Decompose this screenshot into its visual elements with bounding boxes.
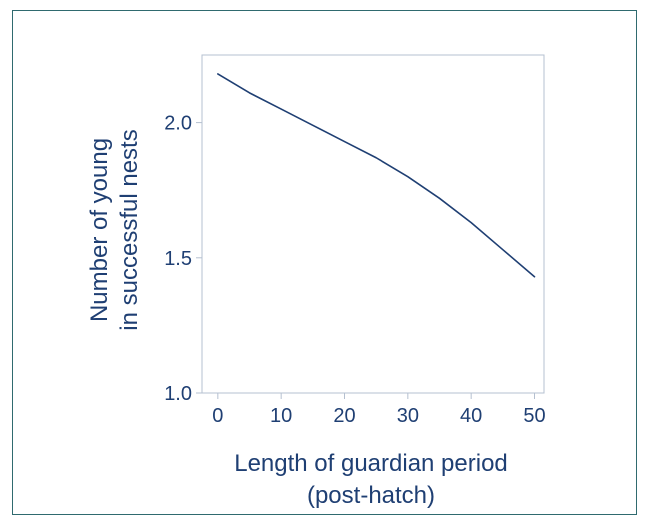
y-tick-label: 1.5: [164, 248, 192, 270]
x-tick-label: 0: [212, 405, 223, 427]
x-axis-label-line-1: Length of guardian period: [234, 450, 508, 477]
y-axis-label-line-1: Number of young: [86, 138, 113, 322]
x-axis-label-line-2: (post-hatch): [307, 482, 435, 509]
y-tick-label: 1.0: [164, 383, 192, 405]
x-tick-label: 20: [333, 405, 355, 427]
x-axis-ticks: 0 10 20 30 40 50: [212, 393, 546, 427]
plot-area: [201, 54, 545, 394]
x-tick-label: 50: [523, 405, 545, 427]
y-axis-label-line-2: in successful nests: [116, 129, 143, 330]
x-tick-label: 40: [460, 405, 482, 427]
y-tick-label: 2.0: [164, 113, 192, 135]
series-group: [217, 73, 536, 278]
x-tick-label: 30: [397, 405, 419, 427]
y-axis-ticks: 1.0 1.5 2.0: [164, 113, 202, 405]
y-axis-label: Number of young in successful nests: [86, 129, 143, 330]
series-line: [217, 73, 536, 278]
x-tick-label: 10: [270, 405, 292, 427]
